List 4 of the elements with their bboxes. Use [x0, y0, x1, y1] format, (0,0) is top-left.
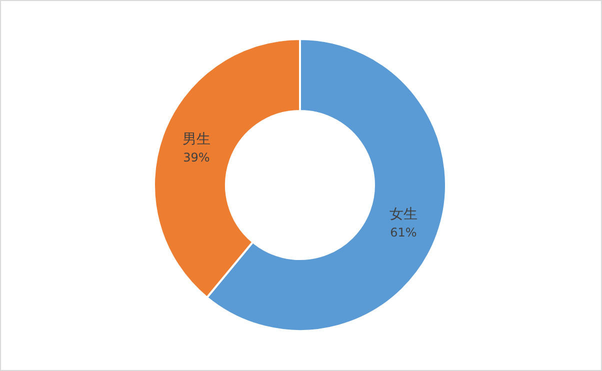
slice-label: 男生 [182, 132, 211, 148]
slice-label: 女生 [389, 206, 418, 222]
data-label: 39% [183, 150, 210, 165]
data-label: 61% [390, 225, 417, 240]
